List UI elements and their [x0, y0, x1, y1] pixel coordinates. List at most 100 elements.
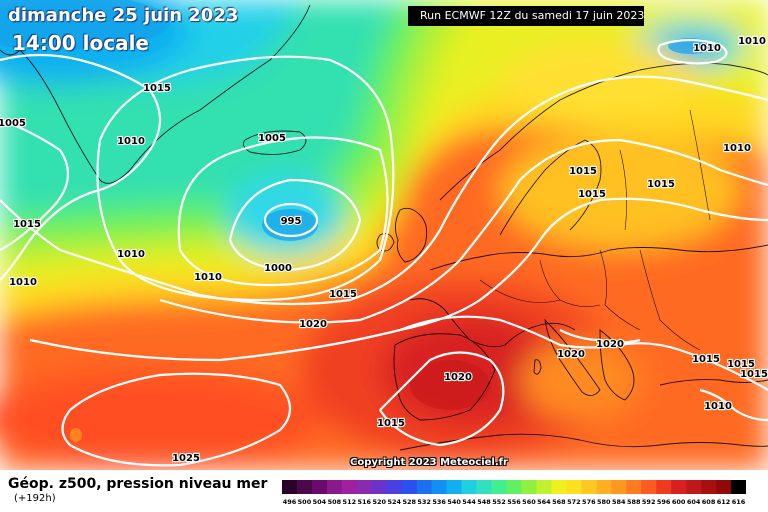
isobar-label: 1010 — [194, 272, 222, 283]
scale-tick-label: 580 — [597, 498, 611, 506]
scale-swatch — [476, 480, 492, 494]
scale-swatch — [596, 480, 612, 494]
scale-tick-label: 540 — [447, 498, 461, 506]
scale-tick-label: 556 — [507, 498, 521, 506]
scale-tick-label: 564 — [537, 498, 551, 506]
isobar-label: 1015 — [329, 289, 357, 300]
scale-swatch — [611, 480, 627, 494]
isobars — [0, 38, 768, 467]
scale-swatch — [326, 480, 343, 494]
scale-tick-label: 508 — [328, 498, 342, 506]
scale-tick-label: 604 — [687, 498, 701, 506]
scale-tick-label: 608 — [702, 498, 716, 506]
scale-tick-label: 552 — [492, 498, 506, 506]
isobar-label: 1015 — [143, 83, 171, 94]
scale-tick-label: 568 — [552, 498, 566, 506]
isobar-label: 1020 — [557, 349, 585, 360]
isobar-label: 995 — [281, 216, 302, 227]
isobar-label: 1005 — [258, 133, 286, 144]
isobar-label: 1015 — [727, 359, 755, 370]
scale-swatch — [282, 480, 298, 494]
scale-swatch — [371, 480, 388, 494]
scale-swatch — [446, 480, 462, 494]
forecast-lead-time: (+192h) — [14, 493, 56, 504]
scale-swatch — [401, 480, 418, 494]
isobar-label: 1010 — [693, 43, 721, 54]
scale-tick-label: 592 — [642, 498, 656, 506]
scale-swatch — [296, 480, 313, 494]
isobar-label: 1020 — [596, 339, 624, 350]
color-scale: 496 500 504 508 512 516 520 524 528 532 536 540 544 5… — [282, 480, 746, 506]
scale-tick-label: 612 — [717, 498, 731, 506]
scale-swatch — [521, 480, 537, 494]
scale-tick-label: 616 — [732, 498, 746, 506]
scale-tick-label: 584 — [612, 498, 626, 506]
scale-swatch — [671, 480, 687, 494]
isobar-label: 1010 — [9, 277, 37, 288]
isobar-label: 1015 — [13, 219, 41, 230]
scale-tick-label: 600 — [672, 498, 686, 506]
isobar-label: 1015 — [740, 369, 768, 380]
isobar-label: 1020 — [444, 372, 472, 383]
isobar-label: 1015 — [692, 354, 720, 365]
scale-swatch — [386, 480, 403, 494]
isobar-label: 1010 — [723, 143, 751, 154]
isobar-label: 1015 — [377, 418, 405, 429]
scale-swatch — [416, 480, 432, 494]
scale-swatch — [551, 480, 567, 494]
model-run-info: Run ECMWF 12Z du samedi 17 juin 2023 — [408, 6, 644, 26]
scale-tick-label: 548 — [477, 498, 491, 506]
scale-swatch — [626, 480, 642, 494]
isobar-label: 1025 — [172, 453, 200, 464]
isobar-label: 1010 — [738, 36, 766, 47]
scale-tick-label: 544 — [462, 498, 476, 506]
scale-swatch — [566, 480, 582, 494]
isobar-label: 1015 — [647, 179, 675, 190]
scale-tick-label: 528 — [402, 498, 416, 506]
legend-bar: Géop. z500, pression niveau mer (+192h) … — [0, 470, 768, 512]
isobar-label: 1010 — [117, 249, 145, 260]
isobar-label: 1015 — [578, 189, 606, 200]
scale-swatch — [701, 480, 717, 494]
scale-swatch — [536, 480, 552, 494]
scale-tick-label: 496 — [283, 498, 297, 506]
map-parameter-title: Géop. z500, pression niveau mer — [8, 476, 268, 492]
scale-swatch — [461, 480, 477, 494]
scale-tick-label: 500 — [298, 498, 312, 506]
scale-swatch — [506, 480, 522, 494]
scale-tick-label: 532 — [417, 498, 431, 506]
scale-tick-label: 504 — [313, 498, 327, 506]
isobar-label: 1005 — [0, 118, 26, 129]
scale-tick-label: 596 — [657, 498, 671, 506]
forecast-local-time: 14:00 locale — [12, 31, 149, 55]
scale-swatch — [341, 480, 358, 494]
scale-tick-label: 516 — [358, 498, 372, 506]
scale-swatch — [641, 480, 657, 494]
scale-swatch — [491, 480, 507, 494]
scale-tick-label: 536 — [432, 498, 446, 506]
scale-swatch — [431, 480, 447, 494]
isobar-label: 1015 — [569, 166, 597, 177]
forecast-date: dimanche 25 juin 2023 — [8, 5, 239, 26]
scale-tick-label: 572 — [567, 498, 581, 506]
scale-swatch — [356, 480, 373, 494]
copyright-notice: Copyright 2023 Meteociel.fr — [350, 457, 508, 468]
scale-tick-label: 588 — [627, 498, 641, 506]
scale-tick-label: 520 — [373, 498, 387, 506]
isobar-label: 1000 — [264, 263, 292, 274]
scale-tick-label: 576 — [582, 498, 596, 506]
isobar-label: 1020 — [299, 319, 327, 330]
scale-swatch — [686, 480, 702, 494]
scale-tick-label: 560 — [522, 498, 536, 506]
isobar-label: 1010 — [117, 136, 145, 147]
scale-swatch — [581, 480, 597, 494]
isobar-label: 1010 — [704, 401, 732, 412]
scale-swatch — [716, 480, 732, 494]
scale-swatch — [656, 480, 672, 494]
scale-tick-label: 524 — [387, 498, 401, 506]
scale-swatch — [311, 480, 328, 494]
scale-tick-label: 512 — [343, 498, 357, 506]
